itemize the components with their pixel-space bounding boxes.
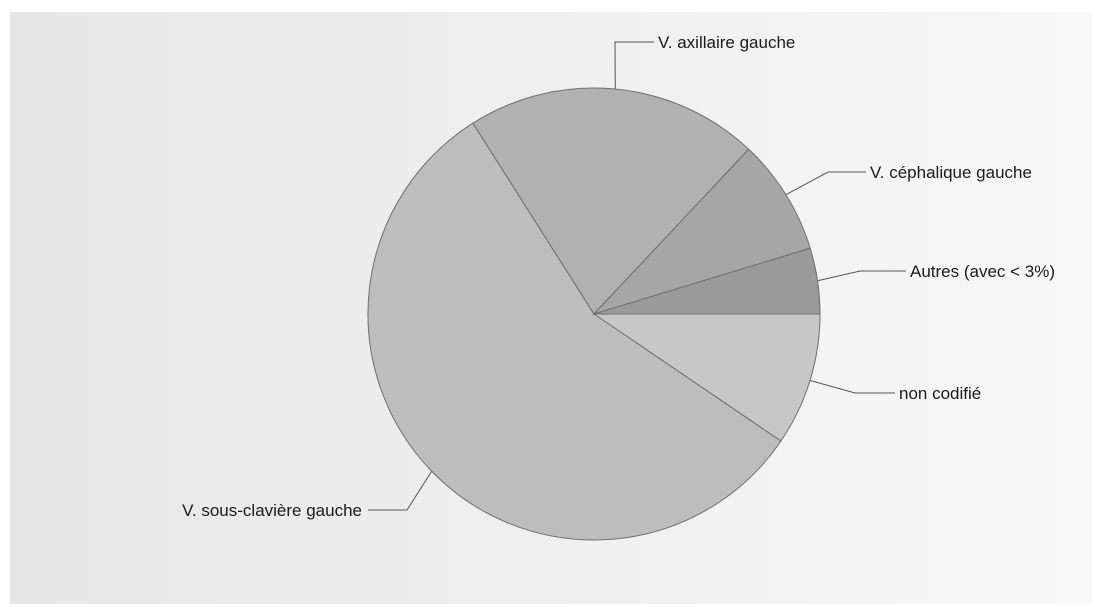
pie-slice-1[interactable] — [367, 122, 782, 541]
slice-label-1: V. sous-clavière gauche — [182, 501, 362, 520]
slice-labels: non codifié V. sous-clavière gauche V. axi… — [182, 33, 1055, 520]
slice-label-0: non codifié — [899, 384, 981, 403]
leader-lines — [368, 41, 906, 511]
leader-line-1 — [368, 471, 433, 511]
leader-line-2 — [614, 41, 654, 90]
pie-slice-0[interactable] — [592, 313, 821, 442]
leader-line-4 — [817, 270, 906, 282]
leader-line-0 — [809, 379, 895, 394]
slice-label-4: Autres (avec < 3%) — [910, 262, 1055, 281]
slice-label-2: V. axillaire gauche — [658, 33, 795, 52]
pie-slices — [367, 87, 821, 541]
slice-label-3: V. céphalique gauche — [870, 163, 1032, 182]
leader-line-3 — [785, 171, 866, 196]
